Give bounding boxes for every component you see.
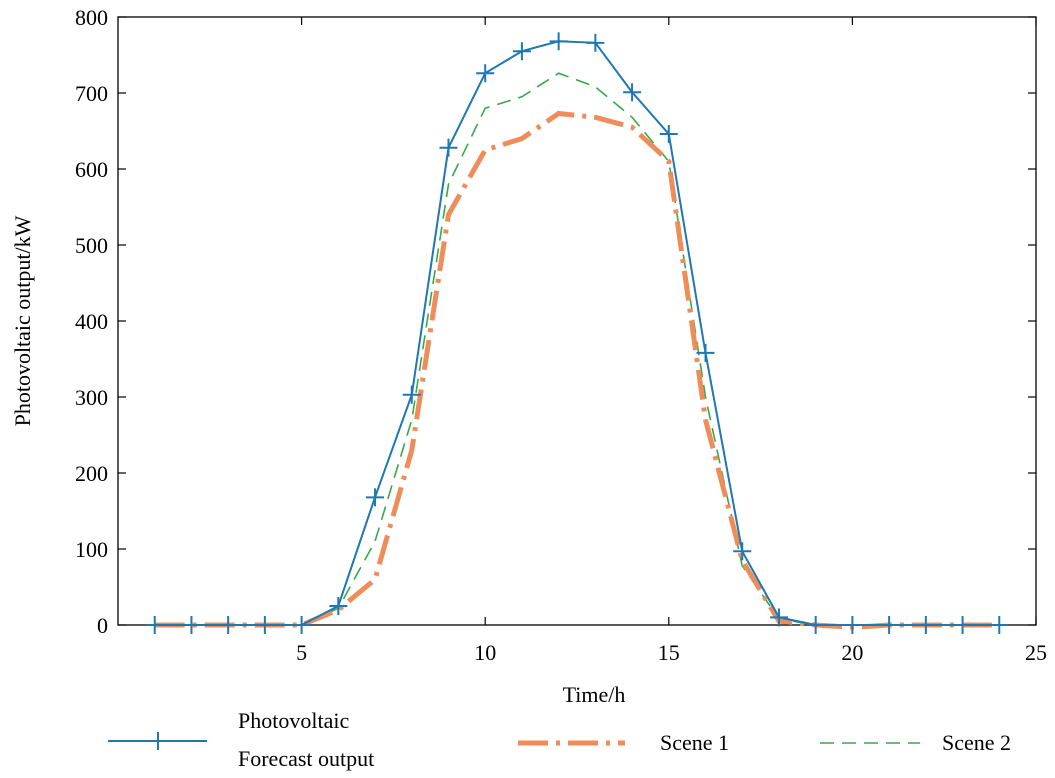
series-line-1 xyxy=(154,110,1000,630)
legend-label-scene-1: Scene 1 xyxy=(660,730,729,755)
legend-item-scene-1: Scene 1 xyxy=(518,730,729,755)
y-tick-label: 600 xyxy=(75,157,108,182)
y-tick-label: 800 xyxy=(75,5,108,30)
series-layer xyxy=(145,32,1009,634)
plot-frame xyxy=(117,16,1037,626)
legend-item-scene-2: Scene 2 xyxy=(820,730,1011,755)
x-tick-label: 15 xyxy=(658,640,680,665)
legend: Photovoltaic Forecast output Scene 1 Sce… xyxy=(108,708,1011,771)
x-axis: 5 10 15 20 25 xyxy=(296,17,1047,665)
y-axis-label: Photovoltaic output/kW xyxy=(10,215,35,426)
y-tick-label: 500 xyxy=(75,233,108,258)
x-tick-label: 20 xyxy=(841,640,863,665)
y-tick-label: 400 xyxy=(75,309,108,334)
y-tick-label: 0 xyxy=(97,613,108,638)
legend-item-forecast: Photovoltaic Forecast output xyxy=(108,708,374,771)
x-tick-label: 25 xyxy=(1025,640,1047,665)
x-axis-label: Time/h xyxy=(563,682,626,707)
x-tick-label: 5 xyxy=(296,640,307,665)
y-tick-label: 200 xyxy=(75,461,108,486)
y-tick-label: 700 xyxy=(75,81,108,106)
y-axis: 0 100 200 300 400 500 600 700 800 xyxy=(75,5,1036,638)
legend-label-forecast-line2: Forecast output xyxy=(238,746,374,771)
legend-label-scene-2: Scene 2 xyxy=(942,730,1011,755)
y-tick-label: 100 xyxy=(75,537,108,562)
series-line-2 xyxy=(154,72,1000,626)
series-line-0 xyxy=(154,40,1000,626)
x-tick-label: 10 xyxy=(474,640,496,665)
y-tick-label: 300 xyxy=(75,385,108,410)
legend-label-forecast-line1: Photovoltaic xyxy=(238,708,349,733)
